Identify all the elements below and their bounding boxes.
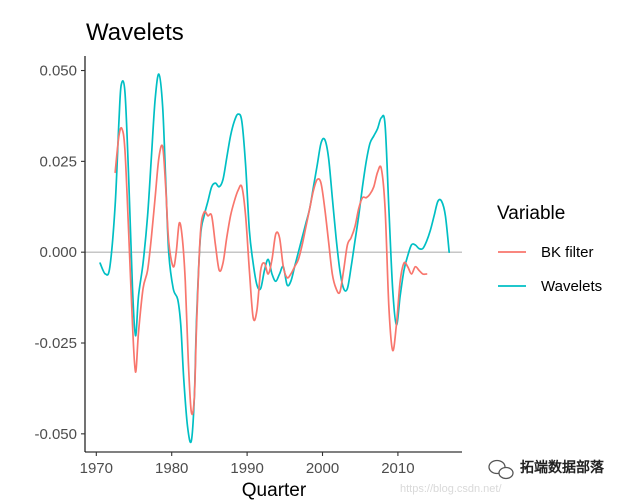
- y-tick-label: 0.050: [39, 63, 77, 80]
- series-line-wavelets: [99, 73, 451, 444]
- watermark-brand: 拓端数据部落: [520, 459, 605, 475]
- series-line-bk-filter: [114, 126, 428, 416]
- x-tick-label: 1990: [230, 460, 263, 477]
- series-layer: [99, 73, 451, 444]
- plot-panel: -0.050 -0.025 0.000 0.025 0.050 1970 1980 1990…: [34, 56, 462, 477]
- wechat-logo-icon: [488, 459, 514, 480]
- watermark: https://blog.csdn.net/ 拓端数据部落 @稀土掘金技术社区: [400, 459, 605, 498]
- y-tick-label: 0.025: [39, 153, 77, 170]
- legend-title: Variable: [497, 203, 565, 224]
- y-axis-ticks: -0.050 -0.025 0.000 0.025 0.050: [34, 63, 85, 443]
- y-tick-label: -0.025: [34, 335, 77, 352]
- y-tick-label: 0.000: [39, 244, 77, 261]
- x-tick-label: 1970: [80, 460, 113, 477]
- chart-title: Wavelets: [86, 19, 184, 46]
- legend: Variable BK filter Wavelets: [497, 203, 602, 295]
- x-axis-title: Quarter: [242, 480, 307, 501]
- y-tick-label: -0.050: [34, 426, 77, 443]
- x-axis-ticks: 1970 1980 1990 2000 2010: [80, 452, 415, 477]
- x-tick-label: 2000: [306, 460, 339, 477]
- watermark-url: https://blog.csdn.net/: [400, 483, 502, 495]
- watermark-brand-sub: @稀土掘金技术社区: [500, 484, 599, 498]
- x-tick-label: 2010: [381, 460, 414, 477]
- legend-items: BK filter Wavelets: [498, 244, 602, 295]
- legend-label-wavelets: Wavelets: [541, 278, 602, 295]
- legend-label-bk-filter: BK filter: [541, 244, 594, 261]
- x-tick-label: 1980: [155, 460, 188, 477]
